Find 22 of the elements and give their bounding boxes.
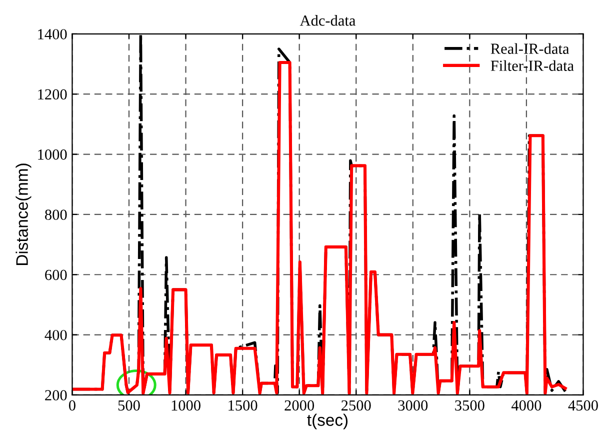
x-tick-label: 1500 <box>228 400 258 411</box>
x-axis-title: t(sec) <box>307 414 348 430</box>
y-tick-label: 400 <box>44 330 67 340</box>
chart-title: Adc-data <box>300 14 356 26</box>
y-tick-label: 1000 <box>38 149 67 160</box>
x-tick-label: 3500 <box>455 400 484 411</box>
x-tick-label: 1000 <box>172 400 200 411</box>
y-tick-label: 600 <box>45 270 67 280</box>
x-tick-label: 4000 <box>511 400 542 411</box>
y-tick-label: 1200 <box>38 89 67 100</box>
x-tick-label: 500 <box>118 400 140 411</box>
x-tick-label: 4500 <box>568 400 598 411</box>
legend-label: Filter-IR-data <box>490 60 574 71</box>
legend-label: Real-IR-data <box>490 43 570 54</box>
y-tick-label: 800 <box>45 210 67 220</box>
x-tick-label: 3000 <box>398 400 428 411</box>
x-tick-label: 0 <box>68 400 76 411</box>
y-tick-label: 200 <box>45 390 67 400</box>
x-tick-label: 2500 <box>342 400 371 411</box>
x-tick-label: 2000 <box>284 400 314 411</box>
y-axis-title: Distance(mm) <box>16 164 32 265</box>
y-tick-label: 1400 <box>38 29 67 40</box>
